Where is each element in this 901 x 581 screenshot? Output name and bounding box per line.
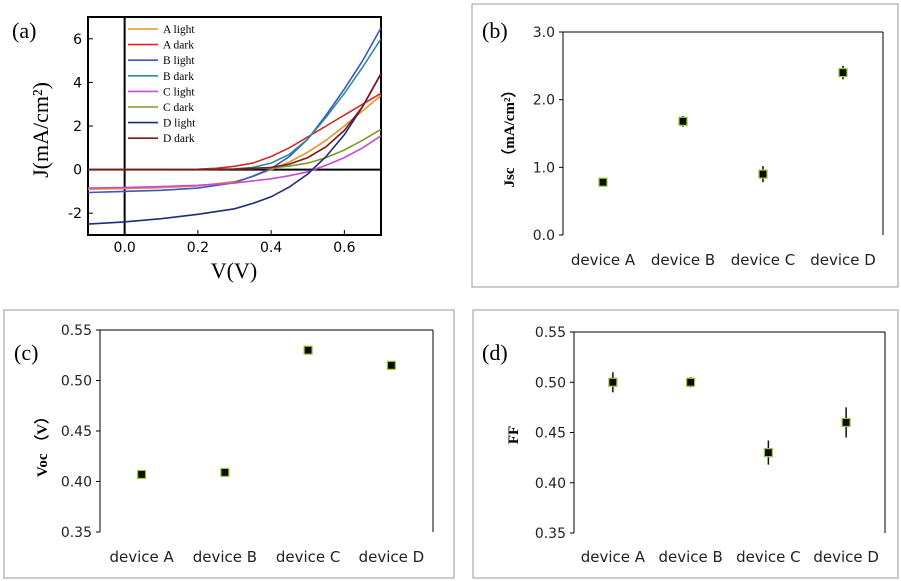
- panel-a-series-line-4: [88, 38, 381, 171]
- panel-d-label: (d): [482, 340, 508, 365]
- panel-a-series-line-7: [88, 73, 381, 225]
- panel-b-data-point: [598, 177, 608, 187]
- panel-c-data-point: [303, 345, 313, 355]
- panel-d: (d) 0.35 0.40 0.45 0.50 0.55 device A device B…: [472, 309, 899, 579]
- panel-c-chart: 0.35 0.40 0.45 0.50 0.55 device A device B devi…: [61, 323, 434, 566]
- panel-a-series-line-5: [88, 135, 381, 189]
- panel-a-legend-label: C light: [163, 86, 195, 98]
- panel-b-y-tick-label: 1.0: [533, 160, 555, 176]
- panel-b-label: (b): [482, 18, 508, 43]
- panel-a: (a) 0.0 0.2 0.4 0.6 -2 0 2 4 6 A light A dark B li…: [12, 16, 382, 283]
- panel-b-category-label: device C: [731, 251, 796, 269]
- panel-c-category-label: device D: [359, 548, 425, 566]
- panel-c-label: (c): [14, 340, 38, 365]
- panel-b-data-point: [678, 116, 688, 126]
- panel-c-category-label: device A: [109, 548, 174, 566]
- panel-a-y-tick-label: 2: [73, 119, 82, 135]
- panel-b-category-label: device A: [571, 251, 636, 269]
- panel-a-x-tick-label: 0.2: [187, 240, 209, 256]
- panel-a-legend-label: D dark: [163, 133, 195, 145]
- panel-a-legend-label: A light: [163, 24, 195, 36]
- panel-a-legend-label: B dark: [163, 71, 194, 83]
- panel-a-legend-label: A dark: [163, 40, 194, 52]
- panel-d-category-label: device D: [813, 548, 879, 566]
- panel-a-y-tick-label: 0: [73, 163, 82, 179]
- panel-a-y-tick-label: 6: [73, 32, 82, 48]
- panel-b-data-point: [758, 169, 768, 179]
- panel-c-border: [3, 309, 455, 579]
- panel-a-series-line-3: [88, 27, 381, 194]
- panel-a-series-line-6: [88, 128, 381, 171]
- panel-c-y-tick-label: 0.35: [61, 525, 92, 541]
- panel-d-border: [472, 309, 899, 579]
- panel-c-y-axis-label: Voc （V）: [33, 409, 51, 477]
- panel-b-border: [471, 3, 899, 288]
- panel-c-data-point: [386, 360, 396, 370]
- panel-a-legend: A light A dark B light B dark C light C dark D…: [128, 24, 196, 145]
- panel-b-y-tick-label: 0.0: [533, 228, 555, 244]
- panel-a-legend-label: C dark: [163, 102, 194, 114]
- panel-a-legend-label: B light: [163, 55, 195, 67]
- panel-b: (b) 0.0 1.0 2.0 3.0 device A device B device C…: [471, 3, 899, 288]
- panel-a-series-line-1: [88, 94, 381, 190]
- panel-a-legend-label: D light: [163, 118, 196, 130]
- panel-a-x-tick-label: 0.6: [333, 240, 355, 256]
- panel-c-category-label: device C: [276, 548, 341, 566]
- panel-d-category-label: device C: [736, 548, 801, 566]
- panel-c-category-label: device B: [193, 548, 257, 566]
- panel-a-plot-frame: [87, 16, 382, 236]
- panel-d-chart: 0.35 0.40 0.45 0.50 0.55 device A device B devi…: [535, 325, 886, 566]
- panel-c-y-tick-label: 0.50: [61, 374, 92, 390]
- panel-a-series: [88, 27, 381, 225]
- panel-c-y-tick-label: 0.45: [61, 424, 92, 440]
- panel-d-data-point: [686, 377, 696, 387]
- panel-a-x-tick-label: 0.4: [260, 240, 282, 256]
- panel-a-y-tick-label: -2: [68, 206, 82, 222]
- panel-d-data-point: [841, 417, 851, 428]
- panel-a-series-line-8: [88, 73, 381, 171]
- panel-b-y-tick-label: 2.0: [533, 93, 555, 109]
- panel-a-axes: 0.0 0.2 0.4 0.6 -2 0 2 4 6: [68, 17, 381, 256]
- panel-a-y-tick-label: 4: [73, 75, 82, 91]
- panel-b-chart: 0.0 1.0 2.0 3.0 device A device B device C devi…: [533, 25, 884, 269]
- panel-c-data-point: [220, 467, 230, 478]
- panel-d-y-tick-label: 0.35: [535, 526, 566, 542]
- panel-d-y-tick-label: 0.45: [535, 426, 566, 442]
- panel-b-data-point: [838, 67, 848, 78]
- panel-b-y-tick-label: 3.0: [533, 25, 555, 41]
- panel-d-data-point: [763, 448, 773, 458]
- panel-c: (c) 0.35 0.40 0.45 0.50 0.55 device A device B…: [3, 309, 455, 579]
- panel-a-y-axis-label: J(mA/cm²): [28, 82, 53, 178]
- panel-a-x-tick-label: 0.0: [113, 240, 135, 256]
- panel-b-y-axis-label: Jsc （mA/cm²）: [500, 83, 518, 188]
- panel-d-data-point: [608, 377, 618, 387]
- panel-a-x-axis-label: V(V): [211, 258, 257, 283]
- panel-d-y-tick-label: 0.40: [535, 476, 566, 492]
- panel-d-category-label: device B: [658, 548, 722, 566]
- panel-a-label: (a): [12, 18, 36, 43]
- panel-b-category-label: device D: [810, 251, 876, 269]
- panel-d-y-tick-label: 0.50: [535, 375, 566, 391]
- panel-d-y-tick-label: 0.55: [535, 325, 566, 341]
- panel-c-y-tick-label: 0.55: [61, 323, 92, 339]
- panel-b-category-label: device B: [651, 251, 715, 269]
- panel-c-y-tick-label: 0.40: [61, 475, 92, 491]
- panel-d-y-axis-label: FF: [506, 426, 522, 444]
- panel-c-data-point: [137, 469, 147, 480]
- panel-d-category-label: device A: [581, 548, 646, 566]
